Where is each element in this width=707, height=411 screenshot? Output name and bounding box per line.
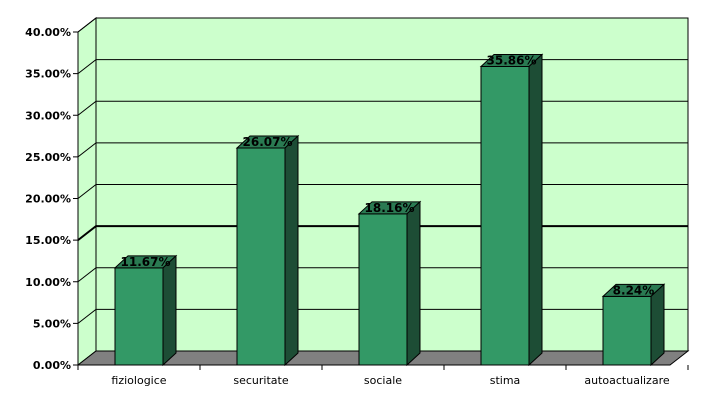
x-category-label: stima <box>490 374 521 387</box>
bar <box>235 134 300 367</box>
data-label: 18.16% <box>365 201 415 215</box>
x-category-label: securitate <box>233 374 288 387</box>
x-category-label: sociale <box>364 374 402 387</box>
x-category-label: autoactualizare <box>584 374 669 387</box>
data-label: 35.86% <box>487 53 537 67</box>
x-category-label: fiziologice <box>111 374 166 387</box>
y-tick-label: 0.00% <box>33 359 71 372</box>
y-tick-label: 35.00% <box>25 68 71 81</box>
y-tick-label: 15.00% <box>25 234 71 247</box>
bar-front <box>114 267 164 366</box>
data-labels: 11.67% 26.07% 18.16% 35.86% 8.24% <box>121 53 655 297</box>
bar <box>113 254 178 367</box>
bar-side <box>406 200 421 367</box>
bar-side <box>528 53 543 367</box>
bar-side <box>284 134 299 367</box>
gridline <box>77 17 688 33</box>
y-tick-label: 40.00% <box>25 26 71 39</box>
bar-side <box>162 254 177 367</box>
y-tick-label: 10.00% <box>25 276 71 289</box>
data-label: 8.24% <box>613 283 655 297</box>
bars <box>113 53 666 367</box>
data-label: 11.67% <box>121 255 171 269</box>
y-axis-ticks: 0.00% 5.00% 10.00% 15.00% 20.00% 25.00% 30.00%… <box>25 26 78 372</box>
bar-front <box>236 147 286 366</box>
y-tick-label: 25.00% <box>25 151 71 164</box>
bar <box>357 200 422 367</box>
y-tick-label: 20.00% <box>25 193 71 206</box>
y-tick-label: 30.00% <box>25 109 71 122</box>
bar <box>601 283 666 367</box>
bar-front <box>602 295 652 366</box>
x-axis-categories: fiziologice securitate sociale stima autoact… <box>77 365 689 387</box>
y-tick-label: 5.00% <box>33 317 71 330</box>
bar <box>479 53 544 367</box>
bar-front <box>480 65 530 366</box>
bar-front <box>358 213 408 366</box>
data-label: 26.07% <box>243 135 293 149</box>
bar-side <box>650 283 665 367</box>
